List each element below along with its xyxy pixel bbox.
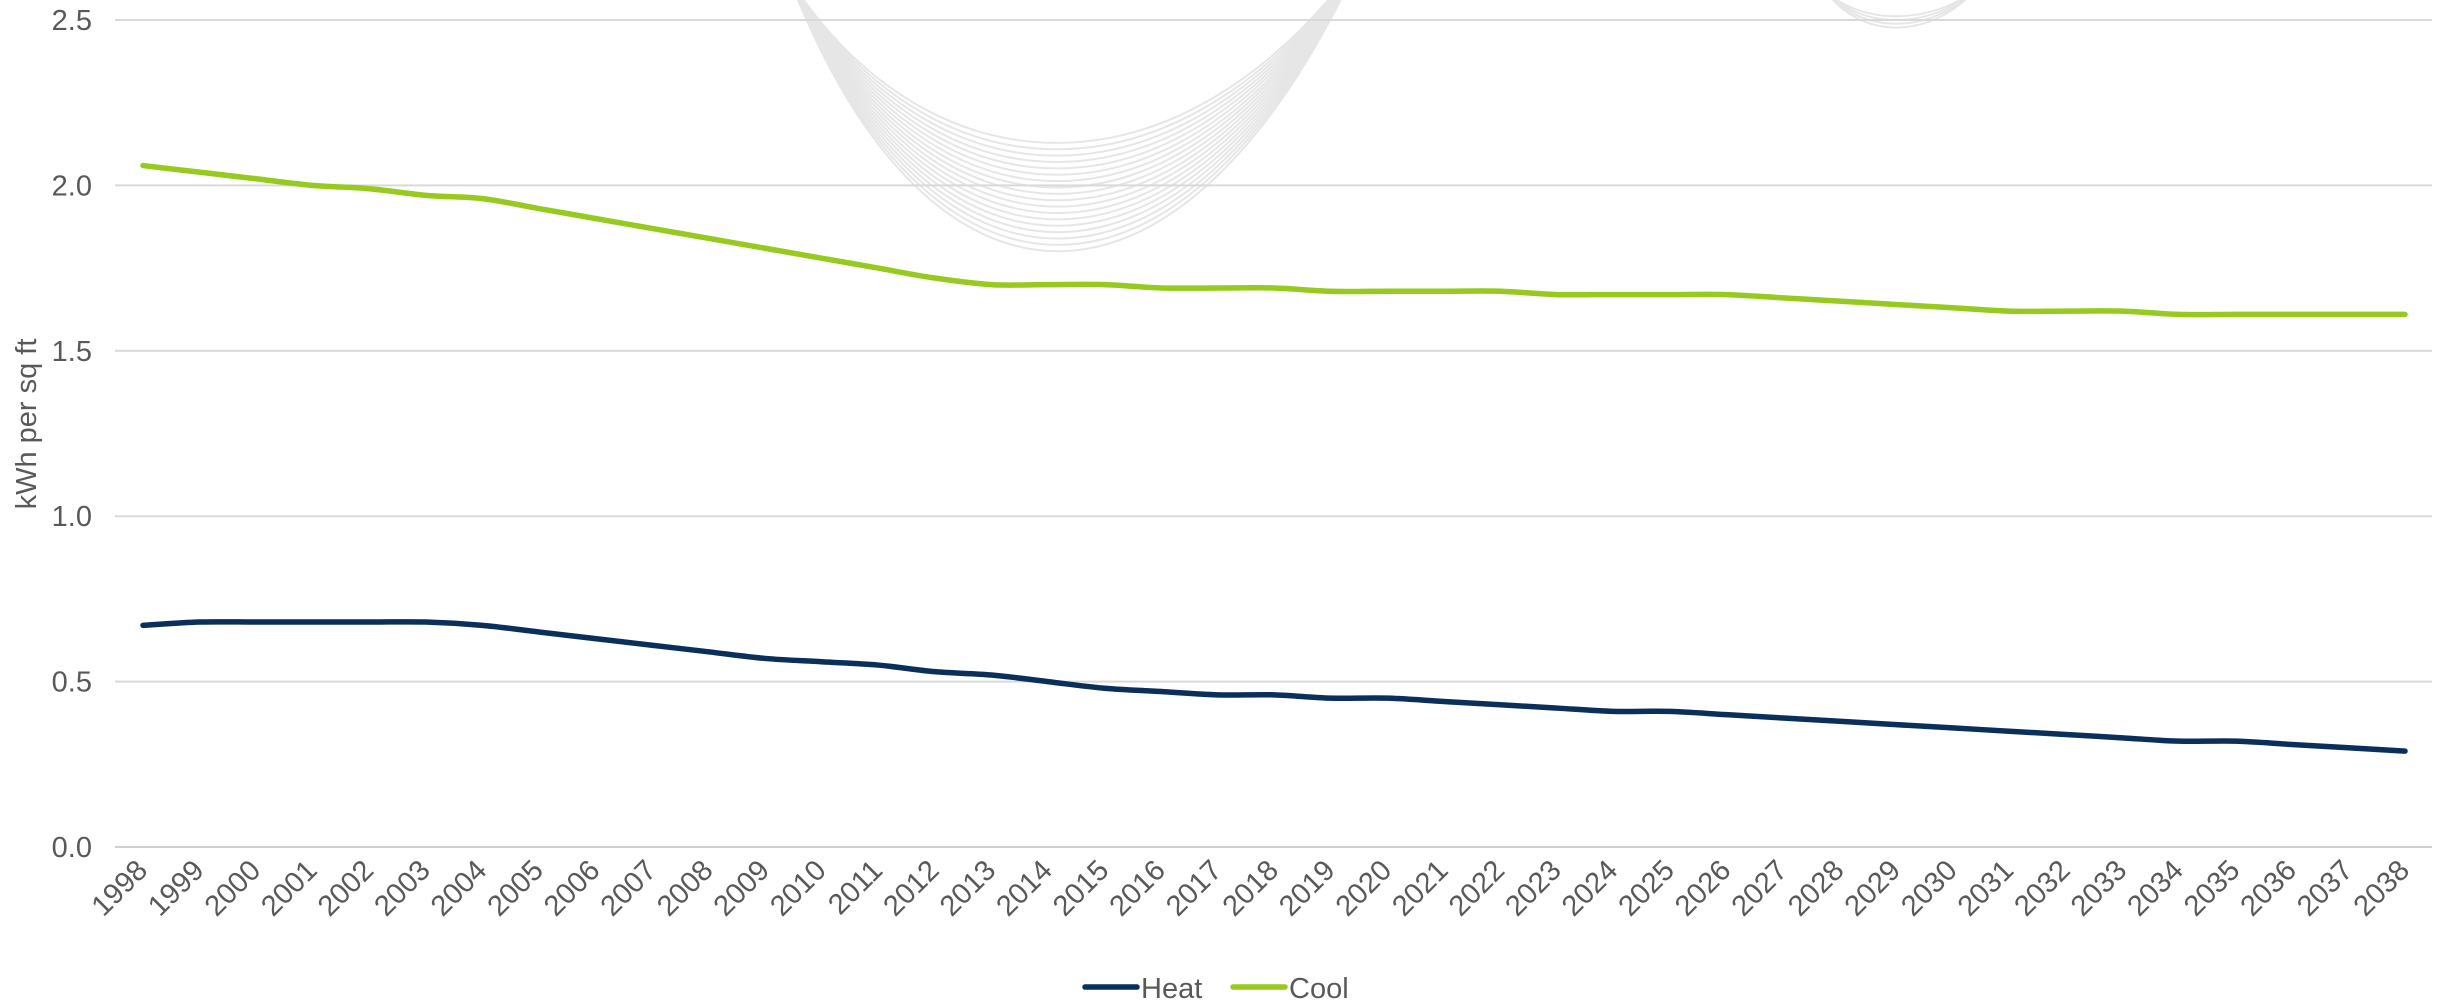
x-tick-label: 2006 — [538, 854, 606, 922]
watermark-curve — [799, 0, 1336, 189]
x-tick-label: 2033 — [2065, 854, 2133, 922]
watermark-curve — [1831, 0, 1967, 29]
y-tick-label: 0.5 — [52, 667, 92, 699]
y-tick-label: 1.5 — [52, 336, 92, 368]
watermark-curve — [1832, 0, 1966, 25]
y-tick-label: 1.0 — [52, 501, 92, 533]
x-tick-label: 2031 — [1952, 854, 2020, 922]
x-tick-label: 2038 — [2348, 854, 2416, 922]
x-tick-label: 2032 — [2008, 854, 2076, 922]
x-tick-label: 2002 — [312, 854, 380, 922]
x-tick-label: 2000 — [199, 854, 267, 922]
x-tick-label: 2022 — [1443, 854, 1511, 922]
y-axis-title: kWh per sq ft — [11, 339, 43, 510]
y-tick-label: 2.0 — [52, 170, 92, 202]
x-tick-label: 2021 — [1386, 854, 1454, 922]
x-tick-label: 2008 — [651, 854, 719, 922]
y-axis-ticks: 0.0 0.5 1.0 1.5 2.0 2.5 — [52, 5, 92, 864]
watermark-curve — [799, 0, 1338, 202]
watermark-curve — [798, 0, 1340, 221]
x-tick-label: 2030 — [1895, 854, 1963, 922]
x-tick-label: 1999 — [142, 854, 210, 922]
x-tick-label: 2037 — [2291, 854, 2359, 922]
x-tick-label: 2035 — [2178, 854, 2246, 922]
y-tick-label: 2.5 — [52, 5, 92, 37]
watermark-curve — [798, 0, 1338, 208]
watermark-curve — [797, 0, 1341, 234]
watermark-curve — [802, 0, 1330, 144]
watermark-curve — [1835, 0, 1962, 18]
watermark-curve — [799, 0, 1336, 183]
x-tick-label: 2005 — [482, 854, 550, 922]
x-tick-label: 2017 — [1160, 854, 1228, 922]
x-tick-label: 2011 — [822, 854, 889, 921]
x-tick-label: 2024 — [1556, 854, 1624, 922]
x-tick-label: 2028 — [1782, 854, 1850, 922]
watermark-curve — [797, 0, 1340, 227]
watermark-curve — [798, 0, 1339, 214]
y-tick-label: 0.0 — [52, 832, 92, 864]
x-tick-label: 2020 — [1330, 854, 1398, 922]
watermark-curve — [797, 0, 1342, 253]
watermark-curve — [799, 0, 1337, 195]
x-tick-label: 2026 — [1669, 854, 1737, 922]
legend-label-heat: Heat — [1141, 973, 1202, 1004]
x-axis-ticks: 1998199920002001200220032004200520062007… — [86, 854, 2416, 922]
x-tick-label: 2003 — [368, 854, 436, 922]
series-lines — [140, 162, 2408, 754]
x-tick-label: 2018 — [1217, 854, 1285, 922]
x-tick-label: 2034 — [2122, 854, 2190, 922]
series-line-heat — [140, 619, 2408, 754]
x-tick-label: 2027 — [1726, 854, 1794, 922]
x-tick-label: 2023 — [1499, 854, 1567, 922]
legend-label-cool: Cool — [1289, 973, 1349, 1004]
x-tick-label: 2007 — [595, 854, 663, 922]
x-tick-label: 2014 — [991, 854, 1059, 922]
x-tick-label: 2012 — [877, 854, 945, 922]
gridlines — [115, 19, 2432, 848]
x-tick-label: 2025 — [1613, 854, 1681, 922]
x-tick-label: 2013 — [934, 854, 1002, 922]
x-tick-label: 2001 — [255, 854, 323, 922]
x-tick-label: 2029 — [1839, 854, 1907, 922]
series-line-cool — [140, 162, 2408, 318]
background-watermark — [797, 0, 1967, 253]
watermark-curve — [802, 0, 1331, 151]
watermark-curve — [801, 0, 1333, 163]
watermark-curve — [797, 0, 1342, 246]
x-tick-label: 2009 — [708, 854, 776, 922]
x-tick-label: 2036 — [2235, 854, 2303, 922]
x-tick-label: 2004 — [425, 854, 493, 922]
watermark-curve — [797, 0, 1341, 240]
x-tick-label: 1998 — [86, 854, 154, 922]
watermark-curve — [801, 0, 1332, 157]
legend: Heat Cool — [1082, 973, 1349, 1004]
watermark-curve — [800, 0, 1335, 176]
x-tick-label: 2010 — [764, 854, 832, 922]
x-tick-label: 2019 — [1273, 854, 1341, 922]
watermark-curve — [800, 0, 1334, 170]
x-tick-label: 2016 — [1104, 854, 1172, 922]
x-tick-label: 2015 — [1047, 854, 1115, 922]
